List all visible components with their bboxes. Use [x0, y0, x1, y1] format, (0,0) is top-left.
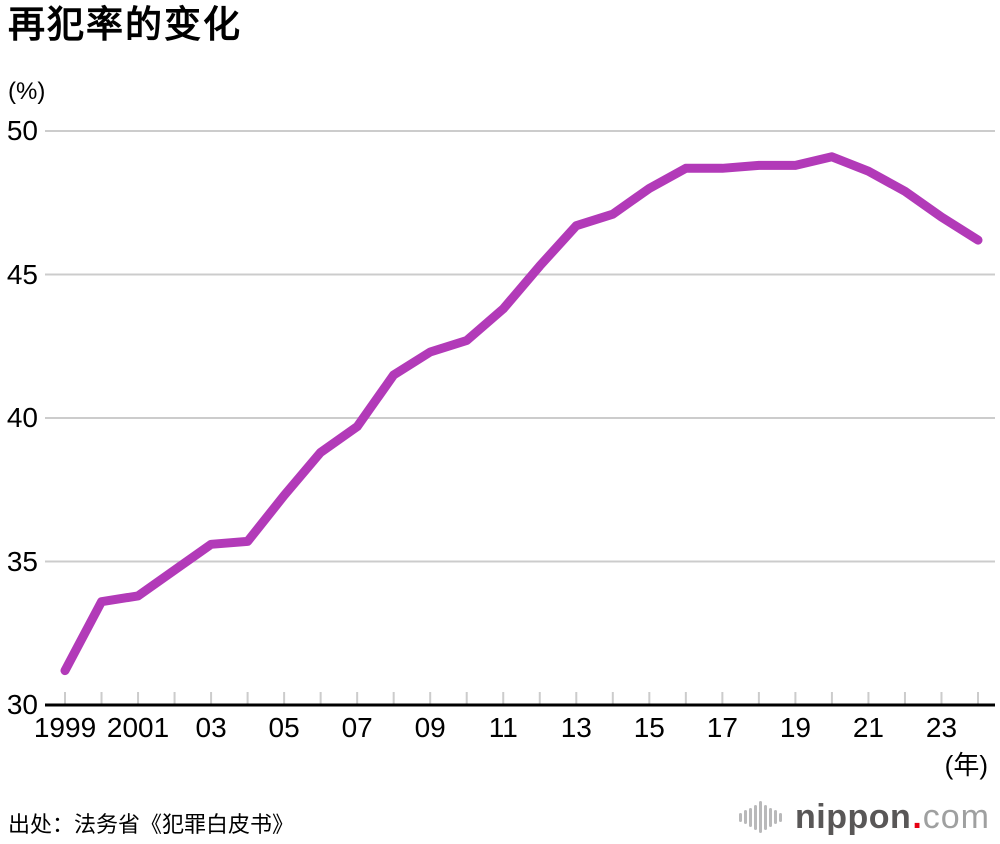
y-axis-tick-label: 40 — [6, 402, 38, 433]
x-axis-tick-label: 15 — [633, 712, 665, 743]
x-axis-tick-label: 21 — [852, 712, 885, 743]
recidivism-rate-line — [60, 152, 983, 676]
x-axis-tick-label: 09 — [414, 712, 446, 743]
logo-red-dot: . — [912, 797, 922, 836]
soundwave-bar — [744, 810, 748, 824]
x-axis-tick-label: 07 — [341, 712, 373, 743]
x-axis-tick-label: 2001 — [106, 712, 170, 743]
x-axis-tick-label: 23 — [925, 712, 958, 743]
y-axis-tick-label: 30 — [6, 689, 38, 720]
x-axis-tick-label: 05 — [268, 712, 300, 743]
soundwave-bar — [754, 804, 758, 830]
y-axis-unit-label: (%) — [8, 78, 46, 105]
y-axis-tick-label: 50 — [6, 115, 38, 146]
soundwave-bar — [769, 807, 773, 827]
soundwave-bar — [739, 812, 743, 822]
soundwave-bar — [759, 801, 763, 833]
soundwave-bar — [749, 807, 753, 827]
soundwave-bar — [779, 812, 783, 822]
x-axis-tick-label: 11 — [488, 712, 518, 743]
page-title: 再犯率的变化 — [8, 4, 242, 45]
soundwave-bar — [764, 804, 768, 830]
logo-tld-text: com — [922, 797, 990, 836]
nippon-logo: nippon . com — [739, 794, 990, 840]
x-axis-tick-label: 13 — [560, 712, 592, 743]
y-axis-tick-label: 45 — [6, 258, 38, 290]
x-axis-unit-label: (年) — [944, 750, 988, 780]
soundwave-bars-icon — [739, 801, 784, 833]
logo-brand-text: nippon — [795, 797, 912, 836]
x-axis-tick-label: 03 — [195, 712, 227, 743]
x-axis-tick-label: 17 — [706, 712, 738, 743]
source-note: 出处：法务省《犯罪白皮书》 — [8, 812, 295, 837]
y-axis-tick-label: 35 — [6, 545, 38, 577]
x-axis-tick-label: 1999 — [33, 712, 97, 743]
soundwave-bar — [774, 810, 778, 824]
x-axis-tick-label: 19 — [779, 712, 811, 743]
